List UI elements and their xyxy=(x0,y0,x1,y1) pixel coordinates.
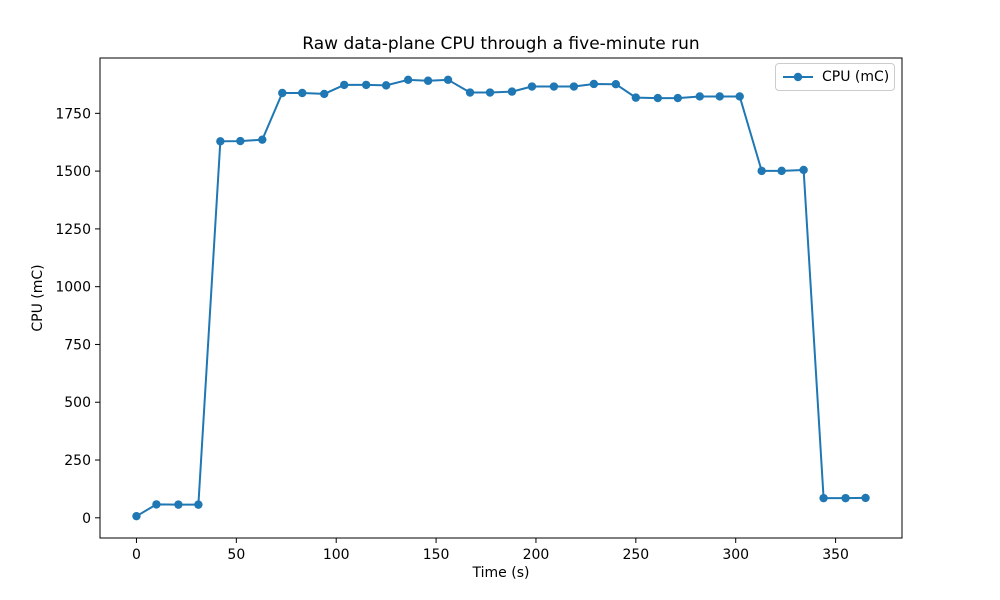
x-tick-label: 50 xyxy=(227,547,245,563)
data-point-marker xyxy=(216,137,225,146)
x-tick-label: 350 xyxy=(822,547,849,563)
data-point-marker xyxy=(194,500,203,509)
data-point-marker xyxy=(485,88,495,97)
data-point-marker xyxy=(757,166,766,176)
x-tick-label: 250 xyxy=(622,547,649,563)
y-tick-label: 0 xyxy=(82,511,91,527)
data-point-marker xyxy=(132,511,141,521)
data-point-marker xyxy=(549,82,559,91)
data-point-marker xyxy=(673,93,682,103)
data-point-marker xyxy=(569,82,579,91)
data-point-marker xyxy=(236,136,245,146)
y-tick-label: 500 xyxy=(64,395,91,411)
data-point-marker xyxy=(527,82,537,91)
data-point-marker xyxy=(819,493,828,503)
y-tick-label: 1250 xyxy=(55,222,91,238)
data-point-marker xyxy=(381,81,391,90)
data-point-marker xyxy=(841,493,850,503)
x-tick-label: 0 xyxy=(132,547,141,563)
data-point-marker xyxy=(152,500,161,509)
data-point-marker xyxy=(507,87,517,96)
x-tick-label: 200 xyxy=(523,547,550,563)
x-tick-label: 100 xyxy=(323,547,350,563)
data-point-marker xyxy=(258,135,267,144)
data-point-marker xyxy=(361,80,371,90)
y-tick-label: 1500 xyxy=(55,164,91,180)
data-point-marker xyxy=(339,80,349,90)
x-axis-label: Time (s) xyxy=(472,565,530,581)
data-point-marker xyxy=(735,92,744,101)
data-point-marker xyxy=(589,79,599,89)
data-point-marker xyxy=(320,89,329,99)
data-point-marker xyxy=(695,92,704,101)
data-point-marker xyxy=(443,75,453,85)
data-point-marker xyxy=(653,93,663,103)
data-point-marker xyxy=(861,493,870,503)
x-tick-label: 150 xyxy=(423,547,450,563)
legend-label: CPU (mC) xyxy=(822,69,890,85)
data-point-marker xyxy=(278,88,287,98)
y-tick-label: 750 xyxy=(64,337,91,353)
plot-border xyxy=(99,57,903,539)
legend-line-marker-icon xyxy=(783,72,813,82)
y-tick-label: 250 xyxy=(64,453,91,469)
series-line xyxy=(135,78,867,518)
legend: CPU (mC) xyxy=(775,63,895,91)
y-tick-label: 1000 xyxy=(55,280,91,296)
chart-title: Raw data-plane CPU through a five-minute… xyxy=(302,34,700,54)
data-point-marker xyxy=(611,80,621,89)
data-point-marker xyxy=(403,75,413,85)
y-tick-label: 1750 xyxy=(55,106,91,122)
data-point-marker xyxy=(799,165,808,175)
data-point-marker xyxy=(298,88,307,98)
data-point-marker xyxy=(465,88,475,97)
data-point-marker xyxy=(631,93,641,102)
data-point-marker xyxy=(174,500,183,509)
data-point-marker xyxy=(777,166,786,176)
y-axis-label: CPU (mC) xyxy=(30,264,46,332)
data-point-marker xyxy=(715,92,724,101)
x-tick-label: 300 xyxy=(722,547,749,563)
data-point-marker xyxy=(423,76,433,85)
